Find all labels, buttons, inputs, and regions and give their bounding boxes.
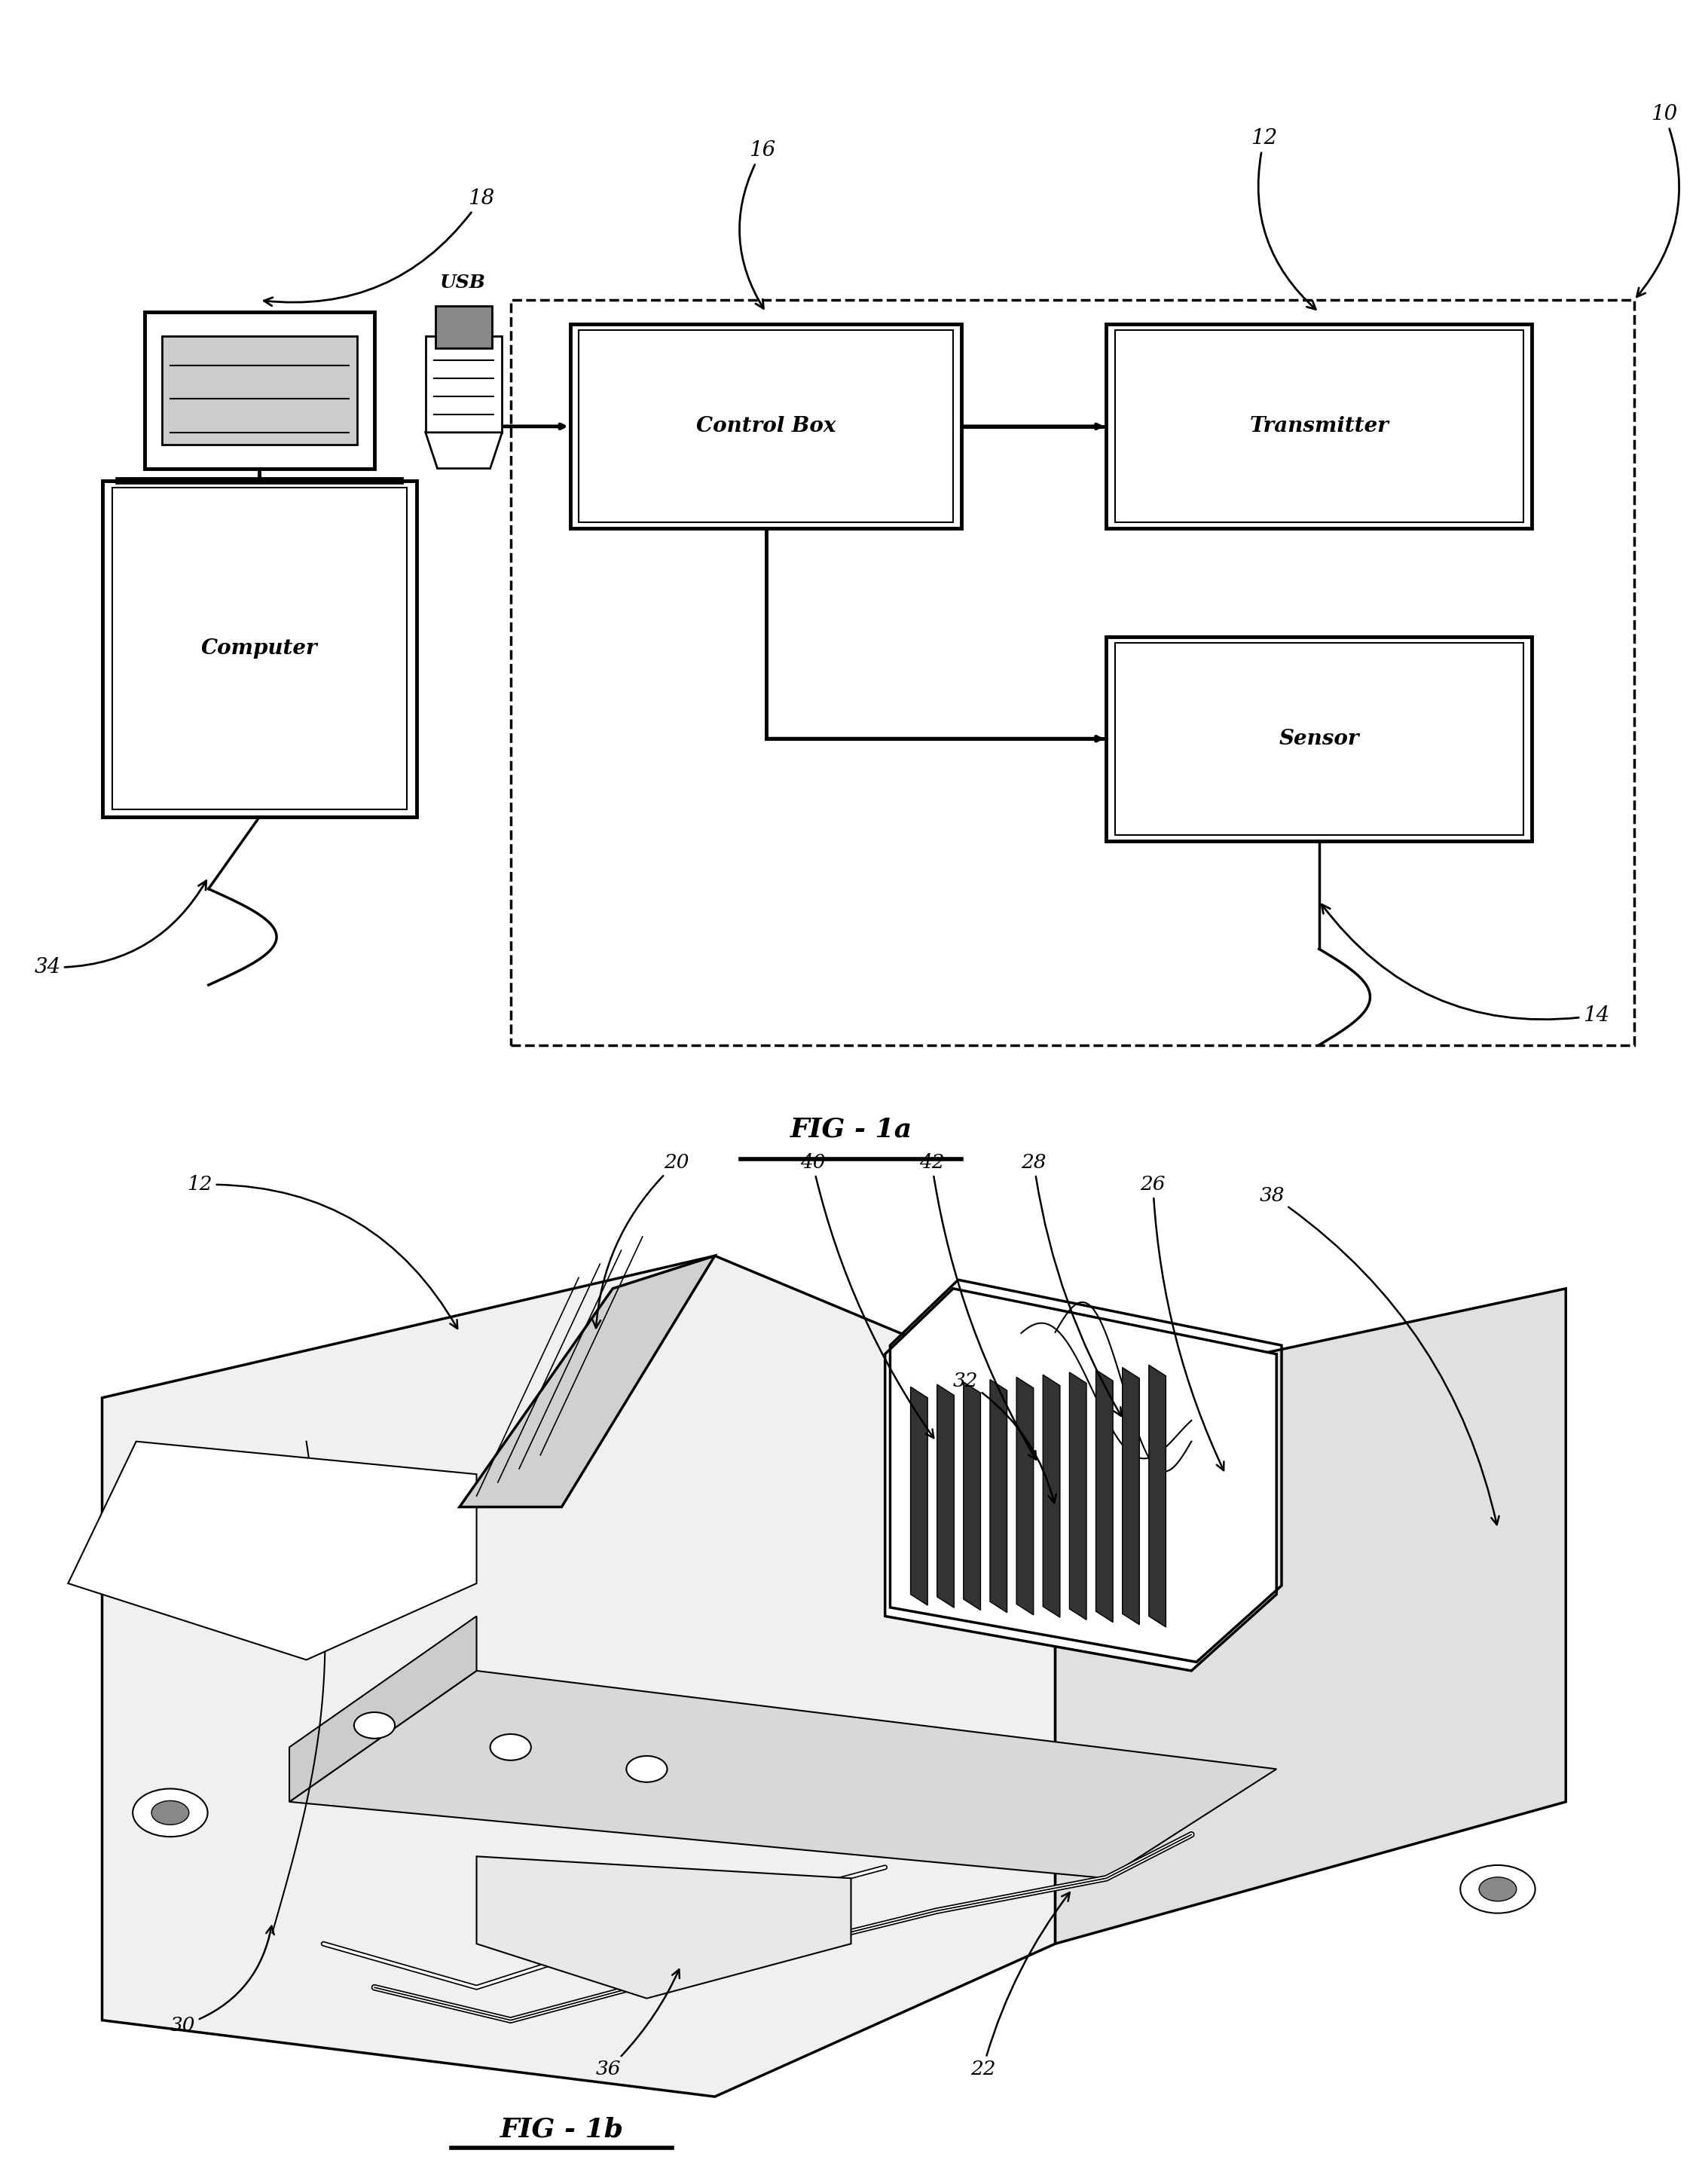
Bar xyxy=(162,336,357,443)
Polygon shape xyxy=(1069,1372,1086,1621)
Bar xyxy=(1106,638,1532,841)
Text: 28: 28 xyxy=(1021,1153,1122,1415)
Polygon shape xyxy=(289,1671,1276,1878)
Text: 10: 10 xyxy=(1637,105,1680,297)
Circle shape xyxy=(490,1734,531,1760)
Text: 14: 14 xyxy=(1322,904,1610,1026)
Polygon shape xyxy=(426,432,502,467)
Bar xyxy=(1115,330,1523,522)
Polygon shape xyxy=(963,1382,980,1610)
Bar xyxy=(436,306,492,347)
Text: 34: 34 xyxy=(34,880,206,978)
Polygon shape xyxy=(885,1289,1276,1671)
Polygon shape xyxy=(102,1256,1055,2097)
Circle shape xyxy=(151,1800,189,1826)
Bar xyxy=(1106,323,1532,529)
Text: 32: 32 xyxy=(953,1372,1057,1503)
Polygon shape xyxy=(477,1856,851,1998)
Text: Sensor: Sensor xyxy=(1278,729,1360,749)
Text: 22: 22 xyxy=(970,1894,1069,2079)
Text: Computer: Computer xyxy=(201,638,318,660)
Circle shape xyxy=(626,1756,667,1782)
Text: 16: 16 xyxy=(739,140,776,308)
Polygon shape xyxy=(68,1441,477,1660)
Bar xyxy=(570,323,962,529)
Polygon shape xyxy=(1016,1378,1033,1614)
Text: 38: 38 xyxy=(1259,1186,1499,1524)
Text: 18: 18 xyxy=(264,188,495,306)
Bar xyxy=(426,336,502,432)
Bar xyxy=(579,330,953,522)
Polygon shape xyxy=(1122,1367,1139,1625)
Text: 20: 20 xyxy=(592,1153,689,1328)
Text: 30: 30 xyxy=(170,1926,274,2035)
Text: 42: 42 xyxy=(919,1153,1037,1459)
Text: 26: 26 xyxy=(1140,1175,1224,1470)
Text: 40: 40 xyxy=(800,1153,934,1437)
Polygon shape xyxy=(289,1616,477,1802)
Circle shape xyxy=(354,1712,395,1738)
Text: 12: 12 xyxy=(1251,129,1316,310)
Polygon shape xyxy=(991,1380,1008,1612)
Polygon shape xyxy=(1055,1289,1566,1944)
Text: Transmitter: Transmitter xyxy=(1249,417,1389,437)
Polygon shape xyxy=(1096,1369,1113,1623)
Text: 12: 12 xyxy=(187,1175,458,1328)
Polygon shape xyxy=(911,1387,928,1605)
Polygon shape xyxy=(938,1385,955,1607)
Polygon shape xyxy=(460,1256,715,1507)
Text: FIG - 1a: FIG - 1a xyxy=(790,1116,912,1142)
Text: FIG - 1b: FIG - 1b xyxy=(500,2116,623,2143)
Bar xyxy=(145,312,374,467)
Polygon shape xyxy=(1149,1365,1166,1627)
Text: USB: USB xyxy=(441,273,485,290)
Bar xyxy=(1115,642,1523,834)
Circle shape xyxy=(1479,1876,1516,1900)
Circle shape xyxy=(133,1789,208,1837)
Polygon shape xyxy=(1043,1374,1060,1618)
Bar xyxy=(511,299,1634,1044)
Bar xyxy=(102,480,417,817)
Text: 36: 36 xyxy=(596,1970,679,2079)
Circle shape xyxy=(1460,1865,1535,1913)
Text: Control Box: Control Box xyxy=(696,417,836,437)
Bar xyxy=(112,487,407,810)
